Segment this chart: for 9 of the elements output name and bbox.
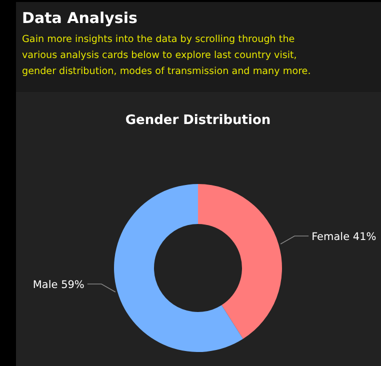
text: Gender Distribution bbox=[125, 113, 271, 128]
chart-subtitle: Gain more insights into the data by scrolling through the various analysis cards below to explore last country visit, gender distribution, modes of transmission and many more. bbox=[22, 34, 311, 77]
data-label: 59% bbox=[61, 278, 84, 291]
chart-title: Data Analysis bbox=[22, 9, 138, 27]
data-label: 41% bbox=[352, 231, 376, 244]
slice-label: Male bbox=[32, 278, 58, 291]
donut-slice bbox=[114, 184, 244, 352]
slice-label: Female bbox=[312, 231, 350, 244]
donut-slice bbox=[198, 184, 282, 339]
